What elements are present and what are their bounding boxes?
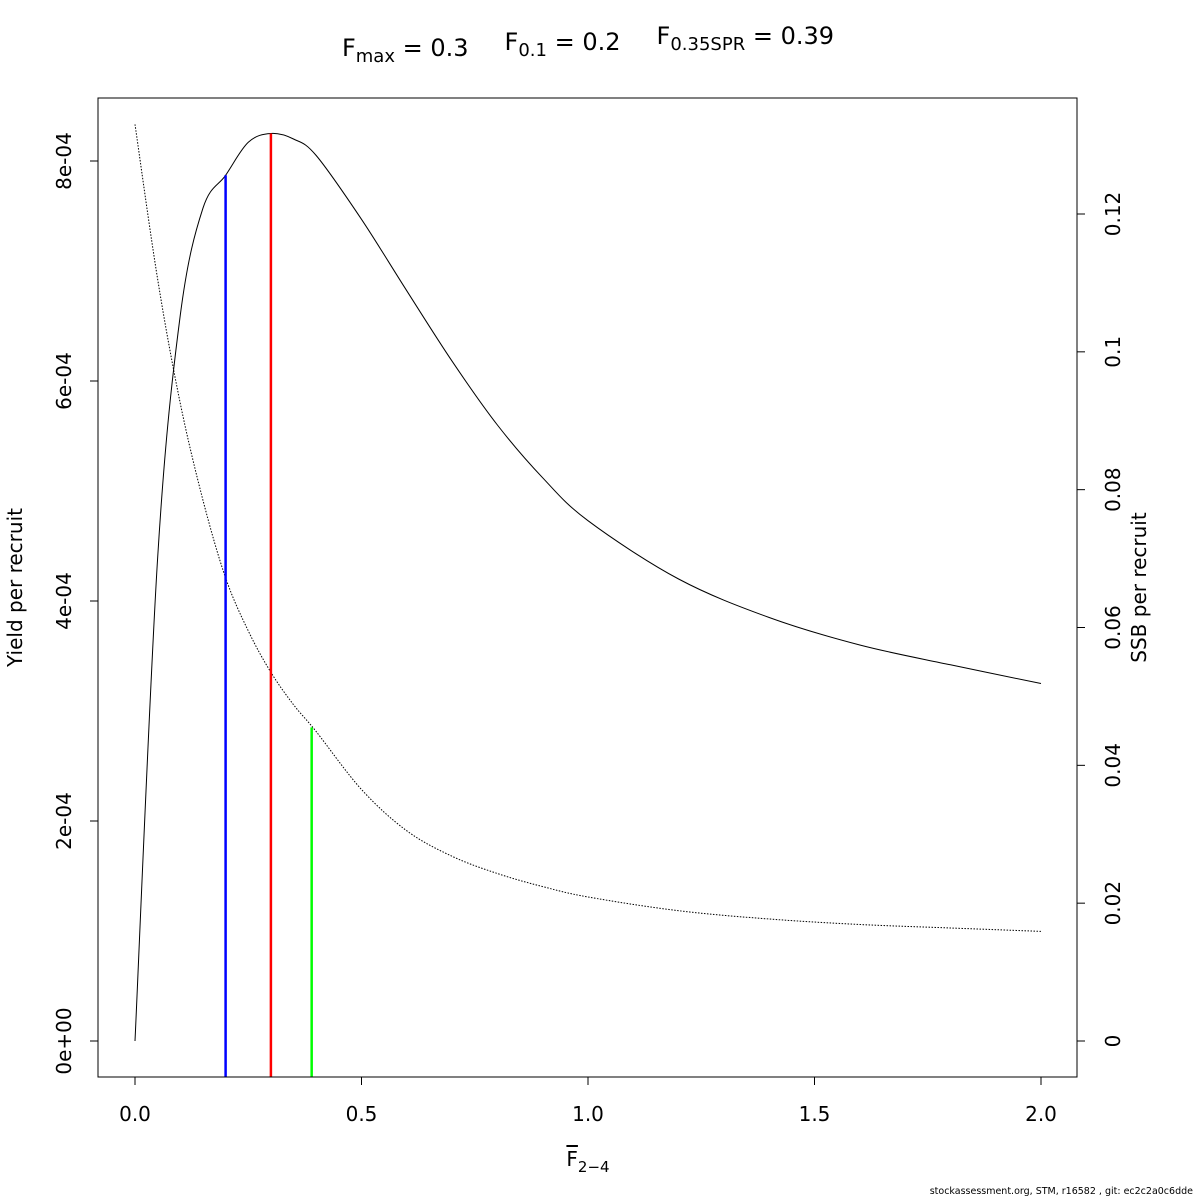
x-axis: 0.0 0.5 1.0 1.5 2.0 [119, 1077, 1057, 1126]
curves [134, 124, 1042, 1042]
y-axis-right: 0 0.02 0.04 0.06 0.08 0.1 0.12 [1077, 192, 1125, 1048]
y-left-tick-label: 0e+00 [52, 1007, 76, 1074]
y-right-tick-label: 0 [1101, 1035, 1125, 1048]
y-right-tick-label: 0.08 [1101, 467, 1125, 512]
y-left-tick-label: 2e-04 [52, 792, 76, 850]
ssb-curve [134, 124, 1042, 932]
x-label: F2−4 [566, 1147, 609, 1176]
axis-labels: Yield per recruit SSB per recruit F2−4 [3, 508, 1151, 1176]
plot-frame [97, 97, 1078, 1078]
title-text: Fmax = 0.3 F0.1 = 0.2 F0.35SPR = 0.39 [342, 22, 834, 67]
footer-credit: stockassessment.org, STM, r16582 , git: … [929, 1186, 1193, 1197]
y-right-tick-label: 0.02 [1101, 881, 1125, 926]
y-left-label: Yield per recruit [3, 508, 27, 668]
x-tick-label: 0.0 [119, 1102, 151, 1126]
y-right-label: SSB per recruit [1127, 512, 1151, 663]
y-left-tick-label: 8e-04 [52, 132, 76, 190]
x-tick-label: 2.0 [1025, 1102, 1057, 1126]
chart-title: Fmax = 0.3 F0.1 = 0.2 F0.35SPR = 0.39 [342, 22, 834, 67]
reference-lines [224, 133, 313, 1077]
y-right-tick-label: 0.1 [1101, 336, 1125, 368]
x-tick-label: 0.5 [346, 1102, 378, 1126]
x-tick-label: 1.0 [572, 1102, 604, 1126]
y-left-tick-label: 6e-04 [52, 352, 76, 410]
y-right-tick-label: 0.04 [1101, 743, 1125, 788]
y-axis-left: 0e+00 2e-04 4e-04 6e-04 8e-04 [52, 132, 98, 1075]
yield-curve [134, 132, 1042, 1042]
x-tick-label: 1.5 [799, 1102, 831, 1126]
y-right-tick-label: 0.06 [1101, 605, 1125, 650]
y-left-tick-label: 4e-04 [52, 572, 76, 630]
y-right-tick-label: 0.12 [1101, 192, 1125, 237]
